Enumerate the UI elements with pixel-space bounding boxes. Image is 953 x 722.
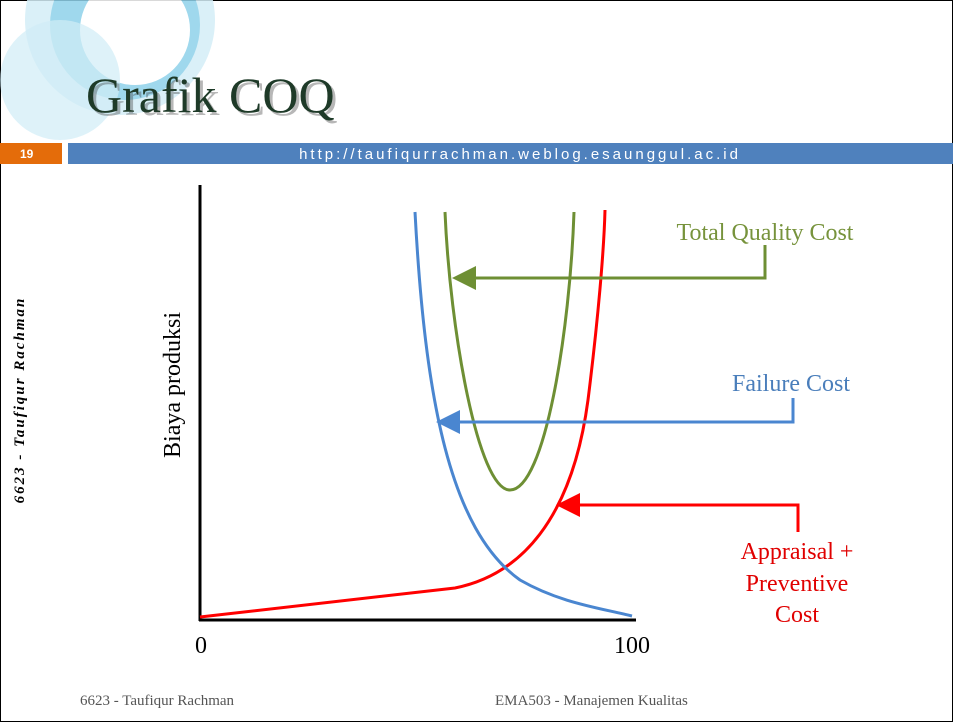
side-text: 6623 - Taufiqur Rachman [12, 297, 28, 504]
y-axis-label: Biaya produksi [160, 312, 186, 458]
x-axis-label: 100 [614, 633, 650, 659]
appraisal-label: Appraisal + [741, 539, 854, 565]
appraisal-label: Preventive [746, 571, 849, 597]
footer-right: EMA503 - Manajemen Kualitas [495, 693, 688, 709]
footer-left: 6623 - Taufiqur Rachman [80, 693, 235, 709]
url: http://taufiqurrachman.weblog.esaunggul.… [299, 146, 741, 163]
total-label: Total Quality Cost [677, 220, 854, 246]
slide: Grafik COQ Grafik COQ 19 http://taufiqur… [0, 0, 953, 722]
slide-number: 19 [20, 147, 34, 161]
x-axis-label: 0 [195, 633, 207, 659]
title: Grafik COQ [86, 67, 335, 123]
failure-label: Failure Cost [732, 371, 850, 397]
appraisal-label: Cost [775, 602, 819, 628]
